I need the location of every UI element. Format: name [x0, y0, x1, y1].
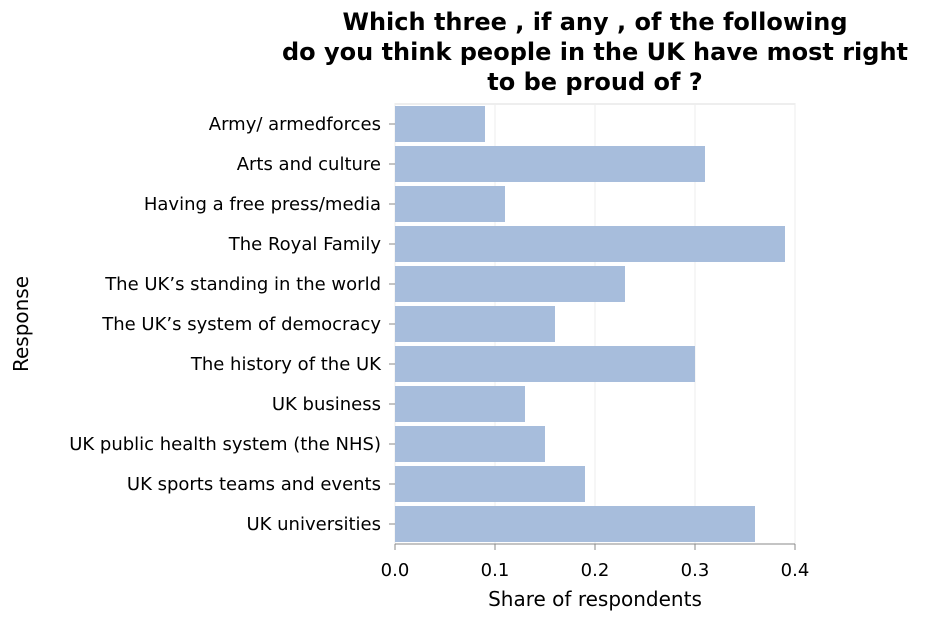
- chart-title-line-1: Which three , if any , of the following: [342, 8, 847, 36]
- chart-title-line-2: do you think people in the UK have most …: [282, 38, 908, 66]
- x-tick-label: 0.1: [481, 560, 510, 581]
- category-label: UK sports teams and events: [127, 474, 381, 495]
- bar: [395, 106, 485, 142]
- bar: [395, 426, 545, 462]
- category-label: UK business: [272, 394, 381, 415]
- category-label: Arts and culture: [237, 154, 381, 175]
- category-label: The UK’s standing in the world: [104, 274, 381, 295]
- x-tick-label: 0.3: [681, 560, 710, 581]
- category-label: UK universities: [246, 514, 381, 535]
- x-tick-label: 0.0: [381, 560, 410, 581]
- bar: [395, 266, 625, 302]
- y-axis-title: Response: [9, 276, 33, 372]
- x-tick-label: 0.2: [581, 560, 610, 581]
- chart-title-line-3: to be proud of ?: [487, 68, 702, 96]
- bar: [395, 226, 785, 262]
- x-axis-title: Share of respondents: [488, 587, 702, 611]
- category-label: UK public health system (the NHS): [69, 434, 381, 455]
- bar: [395, 146, 705, 182]
- category-label: The Royal Family: [228, 234, 382, 255]
- category-label: The history of the UK: [190, 354, 382, 375]
- bar: [395, 466, 585, 502]
- category-label: The UK’s system of democracy: [101, 314, 381, 335]
- bar: [395, 506, 755, 542]
- category-label: Army/ armedforces: [209, 114, 381, 135]
- x-tick-label: 0.4: [781, 560, 810, 581]
- category-label: Having a free press/media: [144, 194, 381, 215]
- bar: [395, 306, 555, 342]
- y-axis: Army/ armedforces Arts and culture Having …: [69, 114, 395, 535]
- bars: [395, 106, 785, 542]
- bar: [395, 346, 695, 382]
- bar: [395, 186, 505, 222]
- bar: [395, 386, 525, 422]
- x-axis: 0.0 0.1 0.2 0.3 0.4: [381, 543, 810, 581]
